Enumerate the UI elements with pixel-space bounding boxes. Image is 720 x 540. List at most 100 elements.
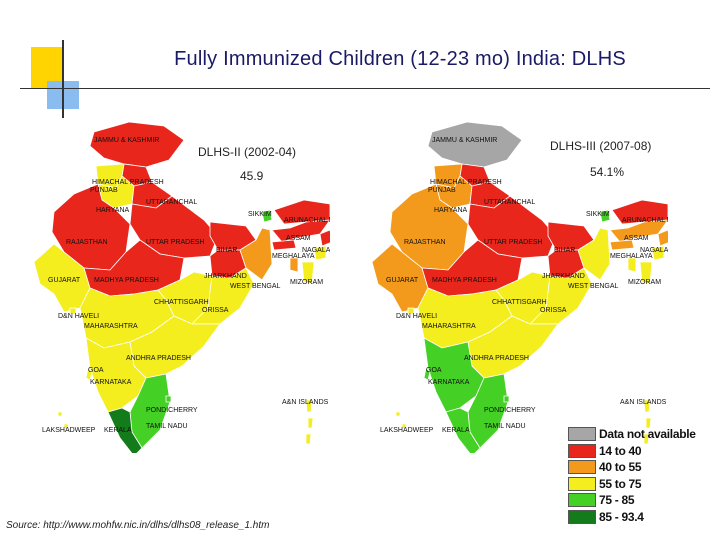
state-label-jharkhand: JHARKHAND [542, 273, 585, 280]
state-label-assam: ASSAM [286, 235, 311, 242]
state-kerala [107, 407, 143, 453]
legend-label: 14 to 40 [599, 443, 642, 458]
state-label-haryana: HARYANA [434, 207, 468, 214]
state-label-andhra-pradesh: ANDHRA PRADESH [464, 355, 529, 362]
state-label-goa: GOA [88, 367, 104, 374]
state-label-orissa: ORISSA [202, 307, 229, 314]
map-legend: Data not available 14 to 40 40 to 55 55 to … [568, 426, 708, 525]
legend-swatch [568, 509, 596, 524]
state-label-aandn-islands: A&N ISLANDS [620, 399, 667, 406]
state-label-assam: ASSAM [624, 235, 649, 242]
state-goa [85, 367, 93, 381]
state-label-jammu-and-kashmir: JAMMU & KASHMIR [94, 137, 159, 144]
slide-title: Fully Immunized Children (12-23 mo) Indi… [174, 48, 626, 70]
state-pondicherry [165, 395, 172, 403]
state-label-haryana: HARYANA [96, 207, 130, 214]
decor-vertical-line [62, 40, 64, 118]
state-rajasthan [389, 183, 469, 271]
state-label-sikkim: SIKKIM [586, 211, 610, 218]
state-label-pondicherry: PONDICHERRY [484, 407, 536, 414]
legend-label: 85 - 93.4 [599, 509, 644, 524]
state-tripura [627, 257, 637, 273]
state-tripura [289, 257, 299, 273]
state-label-karnataka: KARNATAKA [90, 379, 132, 386]
state-label-dandn-haveli: D&N HAVELI [58, 313, 99, 320]
map-value: 45.9 [240, 169, 264, 183]
state-label-chhattisgarh: CHHATTISGARH [492, 299, 547, 306]
state-label-pondicherry: PONDICHERRY [146, 407, 198, 414]
state-dandn-haveli [407, 307, 415, 315]
state-label-maharashtra: MAHARASHTRA [422, 323, 476, 330]
state-sikkim [261, 209, 273, 223]
state-label-jharkhand: JHARKHAND [204, 273, 247, 280]
state-meghalaya [609, 239, 635, 251]
state-nagaland [319, 229, 330, 247]
state-label-punjab: PUNJAB [90, 187, 118, 194]
state-west-bengal [577, 227, 611, 281]
state-label-madhya-pradesh: MADHYA PRADESH [432, 277, 497, 284]
state-label-uttar-pradesh: UTTAR PRADESH [484, 239, 543, 246]
legend-swatch [568, 460, 596, 474]
state-label-chhattisgarh: CHHATTISGARH [154, 299, 209, 306]
state-lakshadweep [395, 411, 407, 429]
decor-horizontal-line [20, 88, 710, 89]
state-lakshadweep [57, 411, 69, 429]
state-label-himachal-pradesh: HIMACHAL PRADESH [92, 179, 164, 186]
state-label-uttaranchal: UTTARANCHAL [484, 199, 535, 206]
legend-label: 55 to 75 [599, 476, 642, 491]
state-arunachal-pradesh [273, 199, 330, 225]
state-label-goa: GOA [426, 367, 442, 374]
legend-item: 85 - 93.4 [568, 509, 708, 525]
state-label-lakshadweep: LAKSHADWEEP [380, 427, 434, 434]
state-label-sikkim: SIKKIM [248, 211, 272, 218]
state-manipur [313, 245, 327, 261]
state-jammu-and-kashmir [427, 121, 523, 168]
legend-swatch [568, 443, 596, 458]
legend-item: 55 to 75 [568, 476, 708, 492]
state-label-bihar: BIHAR [216, 247, 237, 254]
state-goa [423, 367, 431, 381]
state-label-lakshadweep: LAKSHADWEEP [42, 427, 96, 434]
state-west-bengal [239, 227, 273, 281]
map-name: DLHS-II (2002-04) [198, 145, 296, 159]
state-label-arunachal-pradesh: ARUNACHAL PRADESH [284, 217, 330, 224]
state-label-karnataka: KARNATAKA [428, 379, 470, 386]
state-label-meghalaya: MEGHALAYA [610, 253, 653, 260]
legend-item: Data not available [568, 426, 708, 442]
map-value: 54.1% [590, 165, 624, 179]
state-label-kerala: KERALA [104, 427, 132, 434]
state-jammu-and-kashmir [89, 121, 185, 168]
state-aandn-islands [643, 399, 652, 445]
state-kerala [445, 407, 481, 453]
state-label-west-bengal: WEST BENGAL [230, 283, 281, 290]
legend-label: 40 to 55 [599, 460, 642, 474]
state-label-arunachal-pradesh: ARUNACHAL PRADESH [622, 217, 668, 224]
state-label-aandn-islands: A&N ISLANDS [282, 399, 329, 406]
state-nagaland [657, 229, 668, 247]
state-label-nagaland: NAGALAND [640, 247, 668, 254]
state-sikkim [599, 209, 611, 223]
state-label-tamil-nadu: TAMIL NADU [484, 423, 526, 430]
state-label-jammu-and-kashmir: JAMMU & KASHMIR [432, 137, 497, 144]
legend-swatch [568, 476, 596, 491]
state-dandn-haveli [69, 307, 77, 315]
state-label-andhra-pradesh: ANDHRA PRADESH [126, 355, 191, 362]
state-mizoram [639, 261, 653, 285]
state-label-rajasthan: RAJASTHAN [404, 239, 446, 246]
state-label-mizoram: MIZORAM [628, 279, 661, 286]
state-label-himachal-pradesh: HIMACHAL PRADESH [430, 179, 502, 186]
state-label-dandn-haveli: D&N HAVELI [396, 313, 437, 320]
state-label-mizoram: MIZORAM [290, 279, 323, 286]
legend-item: 40 to 55 [568, 459, 708, 475]
state-label-uttar-pradesh: UTTAR PRADESH [146, 239, 205, 246]
state-label-uttaranchal: UTTARANCHAL [146, 199, 197, 206]
legend-item: 75 - 85 [568, 492, 708, 508]
state-label-punjab: PUNJAB [428, 187, 456, 194]
source-citation: Source: http://www.mohfw.nic.in/dlhs/dlh… [6, 520, 270, 531]
map-name: DLHS-III (2007-08) [550, 139, 651, 153]
state-label-nagaland: NAGALAND [302, 247, 330, 254]
legend-swatch [568, 427, 596, 441]
state-label-maharashtra: MAHARASHTRA [84, 323, 138, 330]
map-dlhs-iii: JAMMU & KASHMIR HIMACHAL PRADESH PUNJAB UTT… [368, 108, 668, 453]
